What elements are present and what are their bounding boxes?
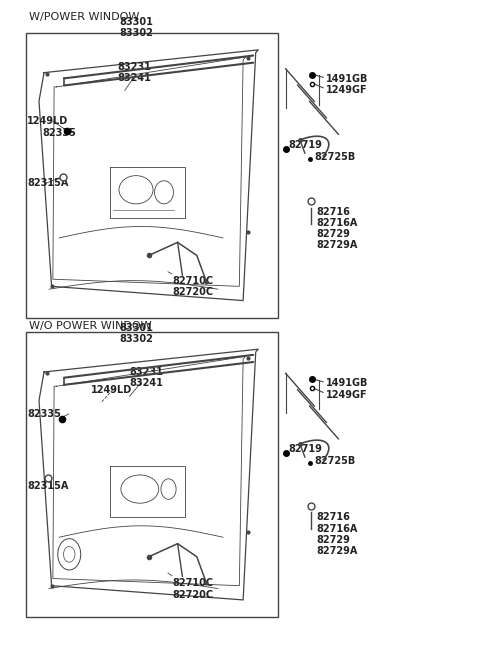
Text: 82716: 82716 — [317, 206, 351, 217]
Text: 1491GB: 1491GB — [326, 73, 369, 84]
Text: 82716A: 82716A — [317, 523, 358, 534]
Text: 83301: 83301 — [120, 323, 154, 333]
Text: 82725B: 82725B — [314, 456, 356, 466]
Text: 83302: 83302 — [120, 28, 154, 38]
Text: 82725B: 82725B — [314, 152, 356, 162]
Text: 83231: 83231 — [118, 62, 152, 72]
Text: 1249LD: 1249LD — [27, 116, 69, 126]
Text: 1249GF: 1249GF — [326, 390, 368, 400]
Ellipse shape — [161, 479, 176, 499]
Ellipse shape — [119, 176, 153, 204]
Text: 82729: 82729 — [317, 229, 351, 239]
Ellipse shape — [121, 475, 159, 503]
Text: 82335: 82335 — [27, 409, 61, 419]
Ellipse shape — [155, 181, 173, 204]
Text: 82710C: 82710C — [173, 578, 214, 588]
Text: 82729A: 82729A — [317, 546, 358, 556]
Text: 1491GB: 1491GB — [326, 378, 369, 388]
Text: 82719: 82719 — [288, 443, 322, 454]
Text: 1249LD: 1249LD — [91, 384, 132, 395]
Text: 83301: 83301 — [120, 17, 154, 27]
Circle shape — [63, 546, 75, 562]
Text: 82720C: 82720C — [173, 590, 214, 599]
Text: 82710C: 82710C — [173, 276, 214, 286]
Text: W/O POWER WINDOW: W/O POWER WINDOW — [29, 321, 151, 331]
Text: 83231: 83231 — [130, 367, 164, 377]
Bar — [26, 332, 278, 617]
Bar — [26, 33, 278, 318]
Text: 83241: 83241 — [130, 378, 164, 388]
Text: 82720C: 82720C — [173, 287, 214, 297]
Text: 82716: 82716 — [317, 512, 351, 523]
Text: 82729: 82729 — [317, 534, 351, 545]
Text: 82719: 82719 — [288, 140, 322, 151]
Text: 82315A: 82315A — [27, 481, 69, 491]
Text: 83241: 83241 — [118, 73, 152, 83]
Text: W/POWER WINDOW: W/POWER WINDOW — [29, 12, 139, 22]
Text: 82729A: 82729A — [317, 240, 358, 250]
Text: 82335: 82335 — [42, 128, 76, 138]
Circle shape — [58, 538, 81, 570]
Text: 82716A: 82716A — [317, 217, 358, 228]
Text: 83302: 83302 — [120, 334, 154, 344]
Text: 82315A: 82315A — [27, 178, 69, 189]
Text: 1249GF: 1249GF — [326, 85, 368, 96]
